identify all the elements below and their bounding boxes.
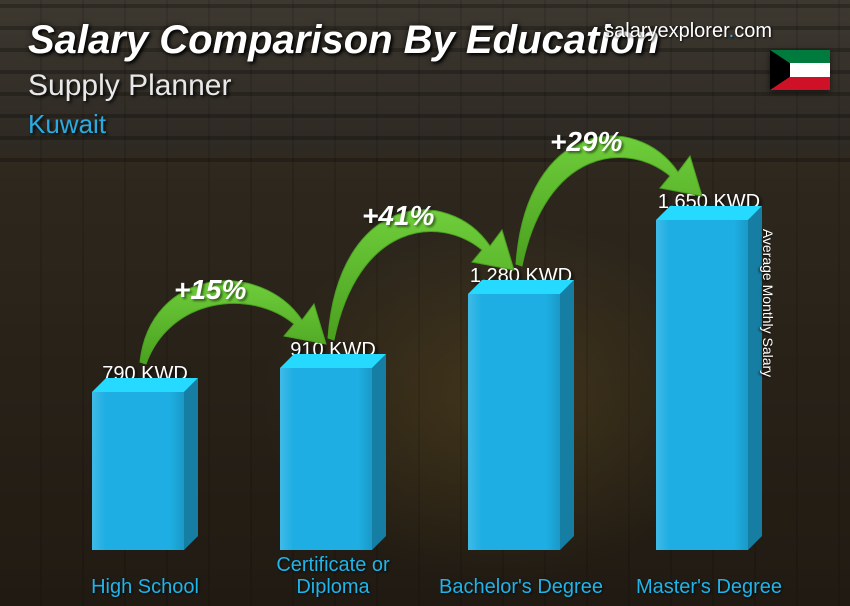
job-title: Supply Planner bbox=[28, 69, 659, 103]
increase-percent: +15% bbox=[174, 274, 246, 306]
y-axis-label: Average Monthly Salary bbox=[760, 229, 776, 377]
bar bbox=[92, 392, 198, 550]
bar-category-label: High School bbox=[55, 576, 235, 598]
bar-category-label: Master's Degree bbox=[619, 576, 799, 598]
brand-prefix: salaryexplorer bbox=[604, 20, 729, 42]
bar-category-label: Bachelor's Degree bbox=[431, 576, 611, 598]
bar-category-label: Certificate or Diploma bbox=[243, 554, 423, 598]
header: Salary Comparison By Education Supply Pl… bbox=[28, 18, 659, 140]
increase-percent: +41% bbox=[362, 200, 434, 232]
country-name: Kuwait bbox=[28, 109, 659, 140]
brand-logo: salaryexplorer.com bbox=[604, 20, 772, 43]
flag-icon bbox=[770, 50, 830, 90]
page-title: Salary Comparison By Education bbox=[28, 18, 659, 63]
brand-suffix: com bbox=[734, 20, 772, 42]
